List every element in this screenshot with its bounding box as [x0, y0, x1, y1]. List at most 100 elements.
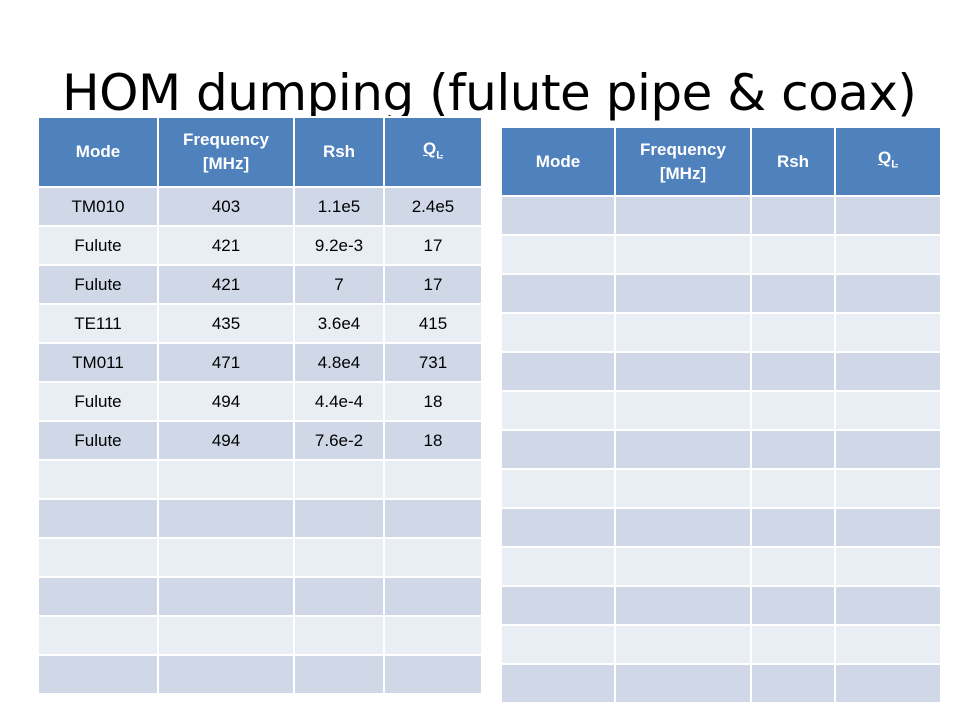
cell-frequency — [157, 654, 295, 695]
cell-ql — [383, 459, 483, 500]
cell-mode — [37, 459, 159, 500]
cell-ql — [834, 546, 942, 587]
table-row: TM010 403 1.1e5 2.4e5 — [37, 186, 483, 227]
table-row — [500, 273, 942, 314]
cell-rsh: 7 — [293, 264, 385, 305]
table-row: TM011 471 4.8e4 731 — [37, 342, 483, 383]
table-row — [37, 498, 483, 539]
cell-ql — [834, 429, 942, 470]
cell-rsh — [293, 615, 385, 656]
hom-table-right: Mode Frequency [MHz] Rsh QL — [500, 126, 942, 704]
cell-mode — [500, 663, 616, 704]
cell-mode — [500, 429, 616, 470]
cell-ql: 18 — [383, 420, 483, 461]
cell-mode — [500, 585, 616, 626]
cell-frequency: 403 — [157, 186, 295, 227]
cell-ql: 415 — [383, 303, 483, 344]
cell-mode: TM010 — [37, 186, 159, 227]
cell-rsh: 4.4e-4 — [293, 381, 385, 422]
cell-rsh — [750, 429, 836, 470]
header-mode: Mode — [500, 126, 616, 197]
cell-mode: TM011 — [37, 342, 159, 383]
table-row — [500, 234, 942, 275]
cell-frequency — [614, 234, 752, 275]
header-mode: Mode — [37, 116, 159, 188]
cell-rsh — [750, 234, 836, 275]
cell-rsh: 9.2e-3 — [293, 225, 385, 266]
cell-mode: Fulute — [37, 225, 159, 266]
table-header-row: Mode Frequency [MHz] Rsh QL — [500, 126, 942, 197]
cell-ql: 2.4e5 — [383, 186, 483, 227]
table-row — [500, 663, 942, 704]
cell-frequency: 435 — [157, 303, 295, 344]
cell-ql: 18 — [383, 381, 483, 422]
cell-frequency: 421 — [157, 264, 295, 305]
cell-ql — [834, 663, 942, 704]
cell-rsh: 1.1e5 — [293, 186, 385, 227]
cell-ql — [834, 351, 942, 392]
cell-rsh — [750, 351, 836, 392]
cell-mode — [500, 468, 616, 509]
header-ql: QL — [383, 116, 483, 188]
cell-mode — [500, 351, 616, 392]
cell-frequency — [614, 429, 752, 470]
cell-frequency: 421 — [157, 225, 295, 266]
cell-frequency — [614, 507, 752, 548]
cell-frequency — [614, 390, 752, 431]
cell-rsh — [750, 312, 836, 353]
cell-ql — [383, 537, 483, 578]
cell-rsh — [750, 585, 836, 626]
cell-frequency — [614, 585, 752, 626]
cell-rsh: 3.6e4 — [293, 303, 385, 344]
cell-frequency — [157, 537, 295, 578]
table-row — [500, 468, 942, 509]
cell-rsh — [750, 273, 836, 314]
cell-rsh — [750, 390, 836, 431]
cell-ql — [834, 195, 942, 236]
cell-frequency: 494 — [157, 381, 295, 422]
cell-mode — [500, 624, 616, 665]
table-row: TE111 435 3.6e4 415 — [37, 303, 483, 344]
table-body — [500, 195, 942, 704]
cell-mode — [500, 390, 616, 431]
cell-frequency — [157, 615, 295, 656]
header-rsh: Rsh — [750, 126, 836, 197]
table-row — [500, 351, 942, 392]
cell-ql — [383, 654, 483, 695]
cell-rsh — [293, 654, 385, 695]
ql-subscript: L — [891, 158, 898, 171]
table-row: Fulute 421 7 17 — [37, 264, 483, 305]
table-row — [500, 390, 942, 431]
cell-ql — [383, 576, 483, 617]
cell-mode — [37, 615, 159, 656]
cell-frequency — [614, 351, 752, 392]
header-ql: QL — [834, 126, 942, 197]
cell-rsh — [750, 507, 836, 548]
table-row: Fulute 421 9.2e-3 17 — [37, 225, 483, 266]
cell-rsh — [293, 537, 385, 578]
header-frequency: Frequency [MHz] — [157, 116, 295, 188]
cell-frequency — [157, 576, 295, 617]
ql-subscript: L — [436, 149, 443, 162]
cell-rsh — [750, 663, 836, 704]
table-row — [500, 429, 942, 470]
cell-frequency — [614, 624, 752, 665]
cell-frequency — [614, 195, 752, 236]
table-row — [500, 546, 942, 587]
table-row — [500, 195, 942, 236]
table-row: Fulute 494 7.6e-2 18 — [37, 420, 483, 461]
table-row — [37, 459, 483, 500]
cell-frequency — [614, 468, 752, 509]
cell-mode — [37, 498, 159, 539]
cell-mode — [500, 273, 616, 314]
cell-mode — [500, 312, 616, 353]
cell-ql: 17 — [383, 264, 483, 305]
cell-ql — [834, 234, 942, 275]
cell-rsh: 7.6e-2 — [293, 420, 385, 461]
table-row — [37, 615, 483, 656]
header-frequency: Frequency [MHz] — [614, 126, 752, 197]
cell-ql — [834, 312, 942, 353]
cell-mode: Fulute — [37, 381, 159, 422]
ql-main: Q — [878, 148, 892, 168]
cell-rsh — [750, 624, 836, 665]
